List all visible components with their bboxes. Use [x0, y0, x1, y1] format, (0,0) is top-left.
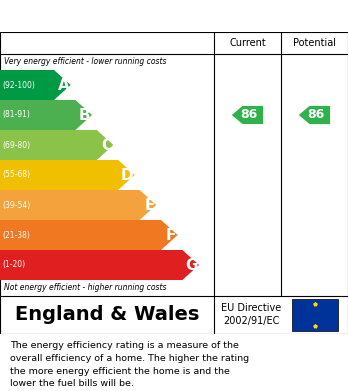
Text: (81-91): (81-91)	[3, 111, 31, 120]
Text: Not energy efficient - higher running costs: Not energy efficient - higher running co…	[4, 283, 167, 292]
Bar	[292, 299, 338, 331]
Polygon shape	[0, 100, 92, 130]
Polygon shape	[0, 160, 135, 190]
Text: E: E	[144, 197, 155, 212]
Text: G: G	[185, 258, 198, 273]
Text: The energy efficiency rating is a measure of the
overall efficiency of a home. T: The energy efficiency rating is a measur…	[10, 341, 250, 388]
Polygon shape	[0, 190, 156, 220]
Text: D: D	[121, 167, 134, 183]
Text: C: C	[101, 138, 112, 152]
Text: (21-38): (21-38)	[3, 231, 31, 240]
Text: Energy Efficiency Rating: Energy Efficiency Rating	[14, 9, 235, 23]
Text: Potential: Potential	[293, 38, 336, 48]
Text: 86: 86	[240, 108, 258, 122]
Text: Current: Current	[229, 38, 266, 48]
Text: (1-20): (1-20)	[3, 260, 26, 269]
Polygon shape	[0, 250, 199, 280]
Polygon shape	[232, 106, 263, 124]
Text: F: F	[166, 228, 176, 242]
Polygon shape	[0, 220, 177, 250]
Polygon shape	[299, 106, 330, 124]
Text: B: B	[79, 108, 91, 122]
Text: (92-100): (92-100)	[3, 81, 35, 90]
Text: A: A	[57, 77, 69, 93]
Text: 86: 86	[307, 108, 325, 122]
Text: Very energy efficient - lower running costs: Very energy efficient - lower running co…	[4, 57, 167, 66]
Text: EU Directive
2002/91/EC: EU Directive 2002/91/EC	[221, 303, 282, 326]
Polygon shape	[0, 130, 113, 160]
Text: England & Wales: England & Wales	[15, 305, 199, 325]
Text: (55-68): (55-68)	[3, 170, 31, 179]
Text: (69-80): (69-80)	[3, 140, 31, 149]
Text: (39-54): (39-54)	[3, 201, 31, 210]
Polygon shape	[0, 70, 71, 100]
